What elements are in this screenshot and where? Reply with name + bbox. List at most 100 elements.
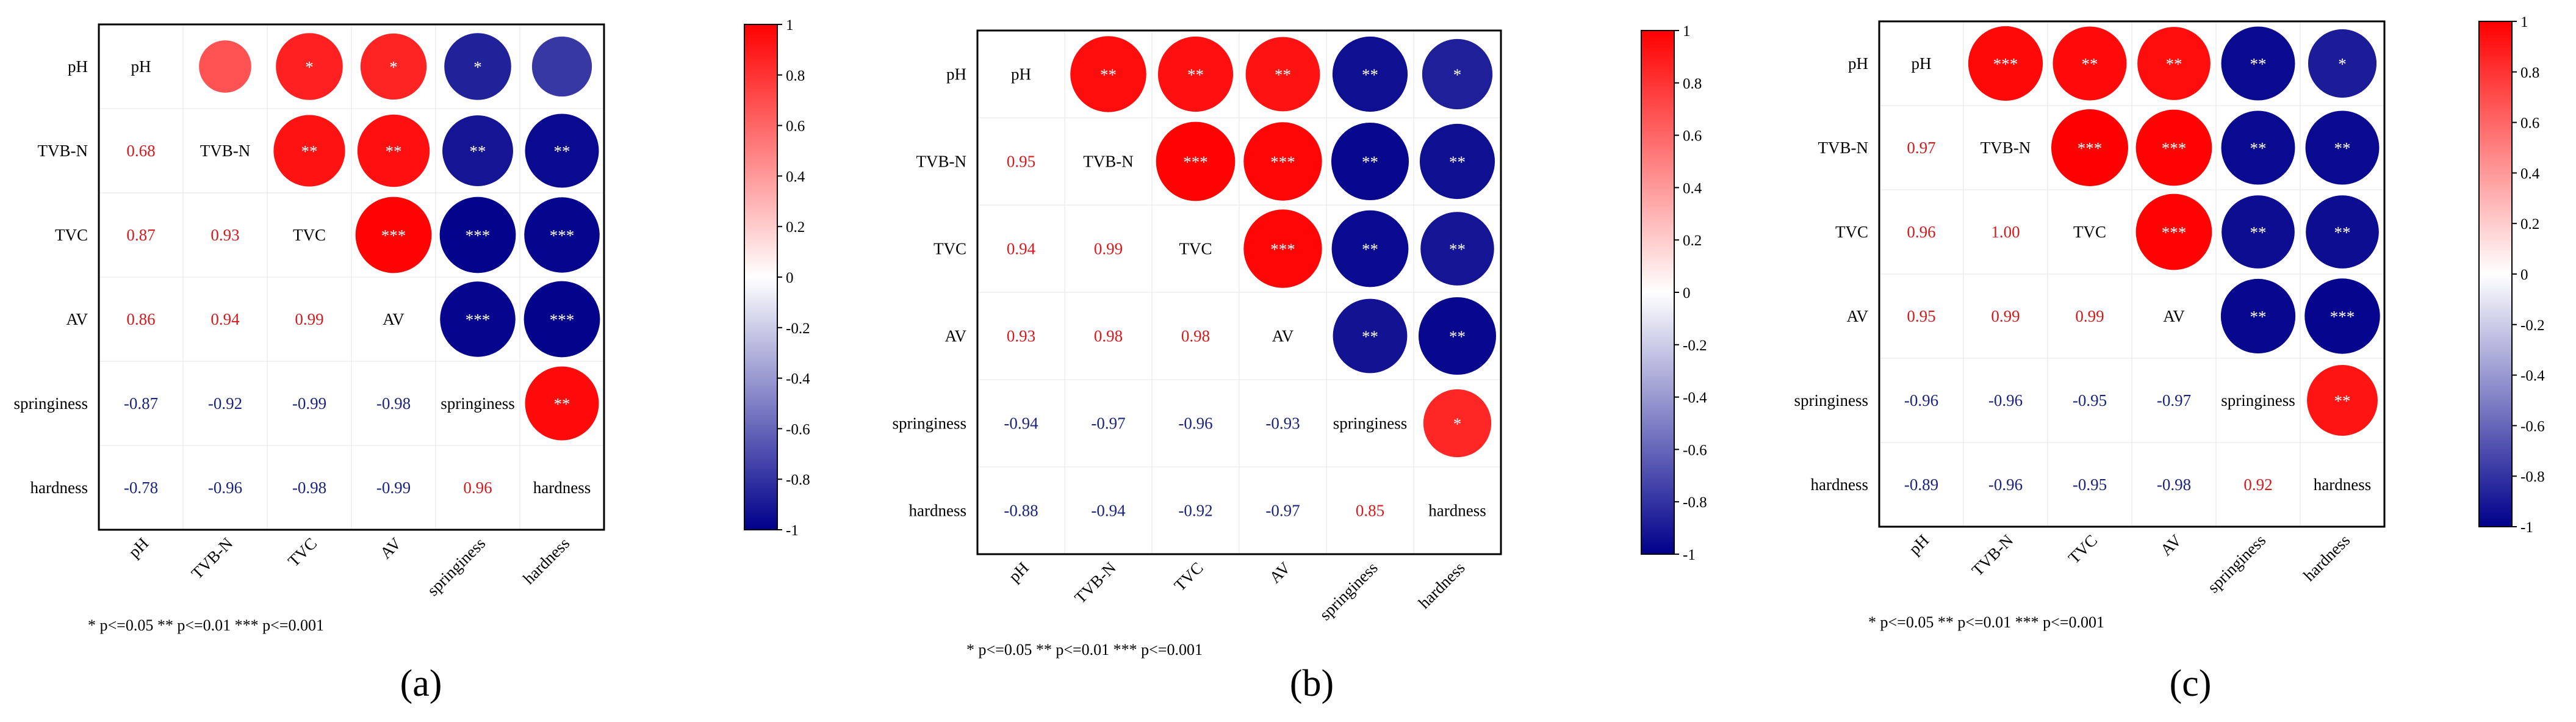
colorbar-tick-label: -0.8: [2520, 469, 2545, 485]
diagonal-label: TVB-N: [1083, 153, 1134, 171]
diagonal-label: TVB-N: [1981, 139, 2031, 157]
diagonal-label: TVC: [2073, 223, 2106, 241]
colorbar-tick-label: 0.4: [786, 168, 805, 185]
colorbar-tick-label: -0.2: [2520, 317, 2545, 334]
colorbar: [1641, 30, 1675, 555]
x-tick-label: hardness: [2300, 531, 2353, 585]
coefficient-label: -0.95: [2073, 391, 2107, 410]
correlation-circle: [1156, 121, 1236, 201]
correlation-circle: [1418, 297, 1497, 375]
significance-stars: **: [301, 142, 318, 161]
diagonal-label: TVB-N: [200, 142, 251, 160]
coefficient-label: -0.89: [1904, 475, 1938, 494]
colorbar-tick-label: 0.6: [2520, 115, 2539, 132]
significance-stars: ***: [2330, 308, 2355, 326]
plot-frame: [976, 29, 1502, 555]
y-tick-label: AV: [66, 310, 88, 328]
coefficient-label: -0.96: [1904, 391, 1938, 410]
colorbar-tick-label: -1: [786, 522, 799, 539]
y-tick-label: TVC: [55, 226, 88, 244]
correlation-circle: [2307, 365, 2378, 436]
y-tick-label: AV: [944, 327, 966, 345]
panels-group: pH * * *0.68 TVB-N ** ** ** **0.87 0.93 TVC *** *** *…: [14, 14, 2545, 704]
coefficient-label: -0.93: [1265, 414, 1300, 433]
colorbar-tick-label: -0.4: [1683, 390, 1707, 406]
colorbar-tick-label: 0.2: [2520, 216, 2539, 233]
significance-note: * p<=0.05 ** p<=0.01 *** p<=0.001: [966, 641, 1203, 659]
significance-stars: *: [389, 58, 398, 76]
significance-stars: **: [2334, 223, 2351, 242]
coefficient-label: -0.94: [1091, 502, 1126, 520]
coefficient-label: -0.98: [376, 394, 411, 413]
colorbar-tick-label: 0.2: [1683, 233, 1702, 249]
correlation-circle: [1968, 26, 2043, 101]
colorbar-tick-label: 0.8: [2520, 65, 2539, 81]
significance-stars: *: [1453, 66, 1462, 84]
x-tick-label: AV: [2157, 531, 2186, 560]
correlation-circle: [273, 115, 345, 187]
significance-stars: ***: [1270, 153, 1295, 171]
correlation-circle: [355, 197, 432, 273]
coefficient-label: -0.96: [208, 478, 242, 497]
panel-label: (b): [1290, 663, 1334, 704]
colorbar-tick-label: -0.8: [1683, 494, 1707, 511]
correlation-circle: [1331, 210, 1409, 287]
correlation-circle: [1243, 122, 1322, 201]
correlation-circle: [2308, 29, 2377, 98]
y-tick-label: pH: [1848, 54, 1868, 73]
diagonal-label: hardness: [533, 478, 591, 497]
significance-stars: **: [2166, 55, 2182, 73]
y-tick-label: TVC: [1835, 223, 1868, 241]
significance-stars: **: [2334, 139, 2351, 157]
correlation-circle: [2137, 27, 2211, 100]
coefficient-label: -0.94: [1004, 414, 1038, 433]
coefficient-label: -0.88: [1004, 502, 1038, 520]
plot-frame: [98, 23, 605, 531]
correlation-circle: [2053, 26, 2127, 101]
y-tick-label: TVC: [934, 240, 966, 258]
correlation-circle: [276, 33, 343, 100]
correlation-circle: [444, 33, 511, 100]
significance-stars: **: [1449, 240, 1466, 259]
coefficient-label: 0.87: [126, 226, 155, 244]
correlation-circle: [1245, 37, 1320, 112]
coefficient-label: -0.96: [1178, 414, 1212, 433]
colorbar-tick-label: 0.6: [1683, 128, 1702, 145]
significance-stars: **: [2250, 55, 2267, 73]
correlation-circle: [2306, 195, 2379, 269]
diagonal-label: hardness: [2314, 475, 2371, 494]
correlation-circle: [2135, 109, 2212, 186]
x-tick-label: pH: [1005, 558, 1032, 586]
significance-stars: **: [2250, 308, 2267, 326]
colorbar: [2478, 21, 2513, 527]
coefficient-label: 0.98: [1094, 327, 1123, 345]
significance-stars: **: [1362, 153, 1378, 171]
x-tick-label: TVC: [1170, 558, 1206, 594]
correlation-circle: [2135, 193, 2212, 270]
correlation-circle: [2221, 110, 2295, 185]
x-tick-label: AV: [1265, 558, 1294, 587]
coefficient-label: 0.93: [1007, 327, 1035, 345]
significance-stars: **: [1187, 66, 1204, 84]
coefficient-label: -0.95: [2073, 475, 2107, 494]
significance-stars: *: [473, 58, 482, 76]
significance-stars: ***: [466, 226, 491, 245]
correlation-circle: [1070, 36, 1146, 112]
x-tick-label: pH: [125, 534, 153, 561]
significance-stars: **: [1275, 66, 1291, 84]
coefficient-label: -0.97: [1091, 414, 1125, 433]
significance-stars: ***: [550, 311, 575, 329]
x-tick-label: TVB-N: [188, 534, 237, 583]
correlation-circle: [442, 115, 513, 186]
y-tick-label: pH: [946, 65, 966, 84]
coefficient-label: -0.92: [208, 394, 242, 413]
colorbar-tick-label: 0: [1683, 285, 1691, 301]
significance-stars: ***: [550, 226, 575, 245]
coefficient-label: 0.97: [1907, 139, 1935, 157]
plot-frame: [1878, 20, 2386, 528]
y-tick-label: TVB-N: [38, 142, 88, 160]
significance-note: * p<=0.05 ** p<=0.01 *** p<=0.001: [88, 616, 324, 634]
correlation-circle: [531, 36, 592, 97]
coefficient-label: 0.94: [210, 310, 240, 328]
diagonal-label: pH: [1912, 54, 1932, 73]
